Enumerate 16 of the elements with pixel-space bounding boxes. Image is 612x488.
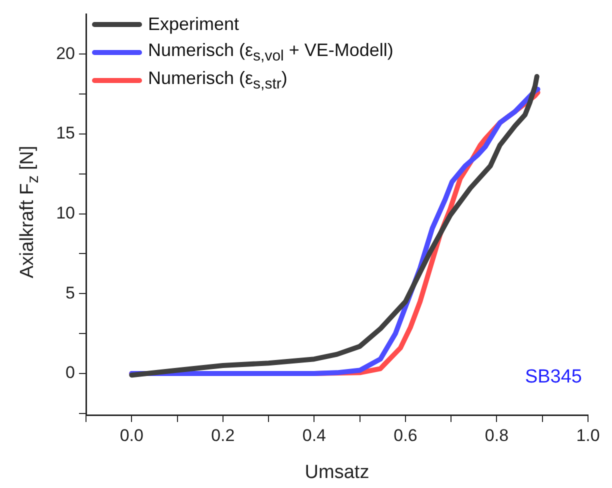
annotation: SB345 bbox=[524, 366, 582, 388]
x-tick-label: 1.0 bbox=[576, 426, 600, 445]
y-tick-label: 0 bbox=[66, 363, 75, 382]
x-axis-title: Umsatz bbox=[304, 462, 370, 483]
legend-label: Experiment bbox=[148, 14, 240, 34]
x-tick-label: 0.4 bbox=[302, 426, 326, 445]
x-tick-label: 0.6 bbox=[394, 426, 418, 445]
y-tick-label: 15 bbox=[56, 124, 75, 143]
y-tick-label: 5 bbox=[66, 283, 75, 302]
y-tick-label: 20 bbox=[56, 44, 75, 63]
x-tick-label: 0.2 bbox=[211, 426, 235, 445]
legend-label: Numerisch (ε$_{s,vol}$ + VE-Modell) bbox=[148, 40, 394, 64]
y-tick-label: 10 bbox=[56, 203, 75, 222]
x-tick-label: 0.8 bbox=[484, 426, 509, 445]
legend-label: Numerisch (ε$_{s,str}$) bbox=[148, 68, 288, 92]
x-tick-label: 0.0 bbox=[120, 426, 144, 445]
